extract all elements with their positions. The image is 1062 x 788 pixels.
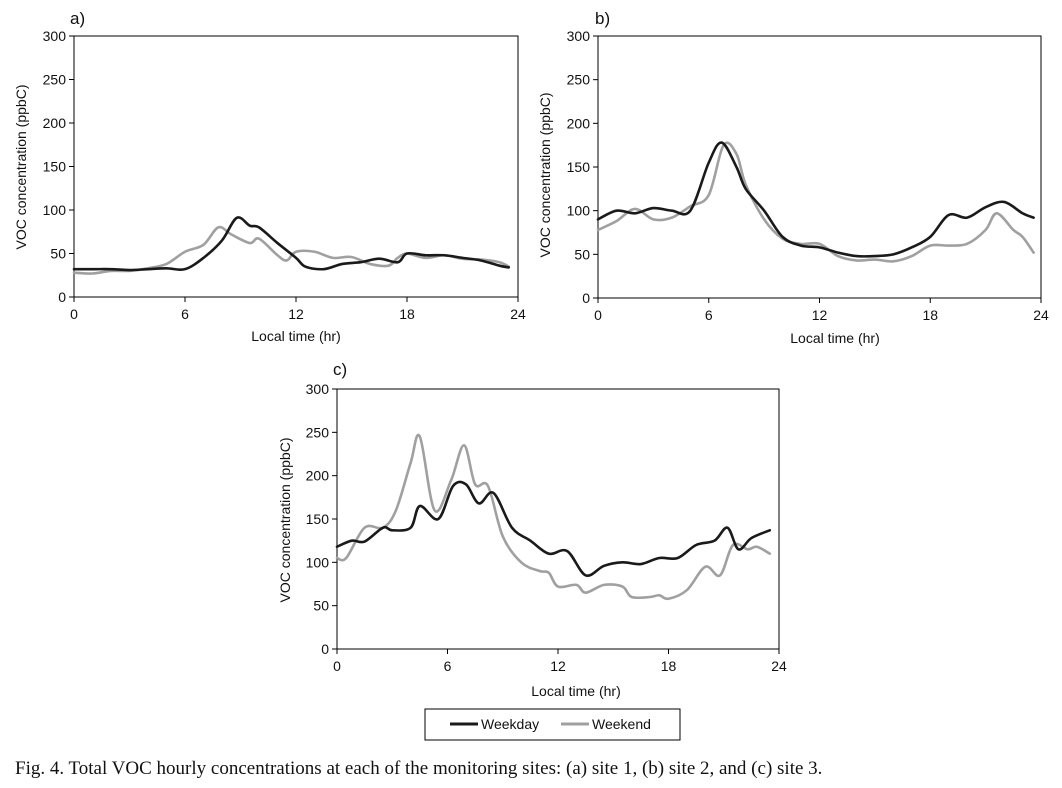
panel-c-ytick-label: 100 [306, 554, 330, 570]
panel-a-weekend-line [72, 225, 511, 275]
legend: Weekday Weekend [424, 708, 681, 741]
legend-weekday-label: Weekday [481, 716, 539, 732]
panel-c-ytick-label: 250 [306, 424, 330, 440]
panel-c-ytick-label: 50 [313, 598, 329, 614]
panel-b-xtick-label: 0 [594, 307, 602, 323]
panel-b-ytick-label: 100 [567, 203, 591, 219]
panel-a-ytick-label: 150 [43, 159, 67, 175]
panel-c-ytick-label: 0 [321, 641, 329, 657]
panel-c-label: c) [333, 360, 347, 379]
panel-a: a) VOC concentration (ppbC) Local time (… [13, 9, 526, 344]
panel-a-xtick-label: 0 [70, 306, 78, 322]
panel-c-plot-frame [336, 388, 780, 650]
panel-b-xlabel: Local time (hr) [790, 330, 879, 346]
panel-c-ytick-label: 150 [306, 511, 330, 527]
panel-a-ytick-label: 250 [43, 72, 67, 88]
panel-b-ytick-label: 150 [567, 159, 591, 175]
panel-b-weekend-line [596, 141, 1035, 263]
panel-a-xtick-label: 6 [181, 306, 189, 322]
panel-c-xtick-label: 12 [550, 658, 566, 674]
legend-weekend-label: Weekend [592, 716, 651, 732]
panel-b-xtick-label: 24 [1033, 307, 1049, 323]
panel-a-ytick-label: 100 [43, 202, 67, 218]
panel-a-weekday-line [72, 216, 511, 272]
panel-c-weekend-line [335, 433, 772, 601]
panel-a-ylabel: VOC concentration (ppbC) [13, 85, 29, 250]
panel-b-xtick-label: 6 [705, 307, 713, 323]
figure-caption: Fig. 4. Total VOC hourly concentrations … [15, 758, 823, 779]
panel-c-xtick-label: 24 [771, 658, 787, 674]
panel-c-weekday-line [335, 480, 772, 577]
panel-b-weekday-line [596, 141, 1035, 258]
panel-b-plot-frame [597, 35, 1042, 299]
panel-b-ytick-label: 200 [567, 115, 591, 131]
panel-c: c) VOC concentration (ppbC) Local time (… [277, 360, 787, 699]
panel-a-ytick-label: 300 [43, 28, 67, 44]
panel-b-ytick-label: 300 [567, 28, 591, 44]
panel-a-ytick-label: 50 [50, 246, 66, 262]
panel-a-xlabel: Local time (hr) [251, 328, 340, 344]
panel-c-xtick-label: 18 [661, 658, 677, 674]
panel-b-xtick-label: 12 [812, 307, 828, 323]
panel-c-ylabel: VOC concentration (ppbC) [277, 438, 293, 603]
panel-b-ytick-label: 50 [574, 246, 590, 262]
panel-a-xtick-label: 24 [510, 306, 526, 322]
panel-b: b) VOC concentration (ppbC) Local time (… [537, 9, 1049, 346]
panel-c-xtick-label: 6 [444, 658, 452, 674]
panel-c-xtick-label: 0 [333, 658, 341, 674]
panel-c-xlabel: Local time (hr) [531, 683, 620, 699]
panel-a-xtick-label: 12 [288, 306, 304, 322]
panel-b-xtick-label: 18 [922, 307, 938, 323]
panel-a-ytick-label: 200 [43, 115, 67, 131]
panel-a-label: a) [70, 9, 85, 28]
panel-a-xtick-label: 18 [399, 306, 415, 322]
panel-b-ytick-label: 0 [582, 290, 590, 306]
panel-a-ytick-label: 0 [58, 289, 66, 305]
panel-c-ytick-label: 300 [306, 381, 330, 397]
panel-b-ylabel: VOC concentration (ppbC) [537, 93, 553, 258]
panel-b-ytick-label: 250 [567, 72, 591, 88]
panel-b-label: b) [595, 9, 610, 28]
panel-c-ytick-label: 200 [306, 468, 330, 484]
